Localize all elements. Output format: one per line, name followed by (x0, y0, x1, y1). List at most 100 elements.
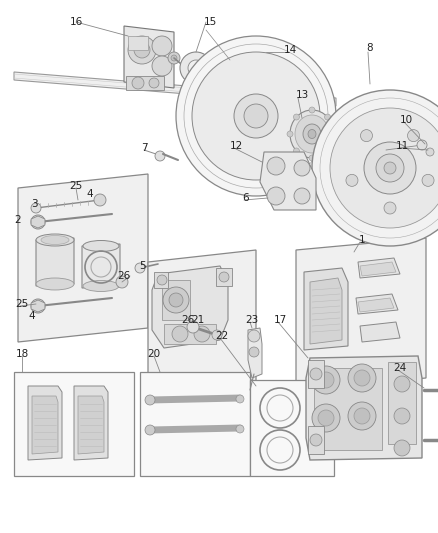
Text: 26: 26 (117, 271, 131, 281)
Circle shape (354, 408, 370, 424)
Circle shape (330, 108, 438, 228)
Circle shape (267, 157, 285, 175)
Circle shape (331, 131, 337, 137)
Bar (14, 372, 134, 476)
Circle shape (325, 148, 331, 154)
Text: 5: 5 (139, 261, 145, 271)
Circle shape (364, 142, 416, 194)
Bar (154, 272, 168, 288)
Bar (162, 280, 190, 320)
Circle shape (394, 376, 410, 392)
Text: 24: 24 (393, 363, 406, 373)
Text: 13: 13 (295, 90, 309, 100)
Circle shape (312, 90, 438, 246)
Circle shape (348, 364, 376, 392)
Text: 7: 7 (141, 143, 147, 153)
Text: 17: 17 (273, 315, 286, 325)
Bar (388, 362, 416, 444)
Circle shape (384, 162, 396, 174)
Circle shape (149, 78, 159, 88)
Polygon shape (74, 386, 108, 460)
Circle shape (236, 395, 244, 403)
Circle shape (346, 174, 358, 187)
Circle shape (312, 404, 340, 432)
Text: 14: 14 (283, 45, 297, 55)
Polygon shape (360, 322, 400, 342)
Circle shape (312, 366, 340, 394)
Circle shape (94, 194, 106, 206)
Circle shape (152, 36, 172, 56)
Polygon shape (296, 238, 426, 390)
Circle shape (294, 188, 310, 204)
Circle shape (188, 60, 204, 76)
Polygon shape (304, 268, 348, 350)
Polygon shape (248, 328, 262, 378)
Circle shape (168, 52, 180, 64)
Ellipse shape (308, 130, 316, 139)
Polygon shape (360, 262, 396, 276)
Ellipse shape (290, 110, 334, 158)
Polygon shape (32, 396, 58, 454)
Circle shape (318, 410, 334, 426)
Bar (128, 36, 148, 50)
Circle shape (187, 321, 199, 333)
Circle shape (354, 370, 370, 386)
Text: 10: 10 (399, 115, 413, 125)
Circle shape (376, 154, 404, 182)
Circle shape (128, 36, 156, 64)
Circle shape (180, 52, 212, 84)
Circle shape (135, 263, 145, 273)
Circle shape (155, 151, 165, 161)
Polygon shape (28, 386, 62, 460)
Circle shape (348, 402, 376, 430)
Text: 3: 3 (31, 199, 37, 209)
Polygon shape (358, 258, 400, 278)
Text: 25: 25 (69, 181, 83, 191)
Ellipse shape (36, 278, 74, 290)
Ellipse shape (295, 115, 329, 153)
Circle shape (171, 55, 177, 61)
Circle shape (249, 347, 259, 357)
Bar (314, 368, 382, 450)
Text: 22: 22 (215, 331, 229, 341)
Text: 4: 4 (28, 311, 35, 321)
Circle shape (163, 287, 189, 313)
Text: 20: 20 (148, 349, 161, 359)
Circle shape (310, 434, 322, 446)
Circle shape (248, 330, 260, 342)
Circle shape (145, 395, 155, 405)
Circle shape (194, 326, 210, 342)
Circle shape (157, 275, 167, 285)
Circle shape (169, 293, 183, 307)
Text: 1: 1 (359, 235, 365, 245)
Polygon shape (148, 250, 256, 400)
Polygon shape (31, 300, 45, 312)
Circle shape (192, 52, 320, 180)
Bar (308, 360, 324, 388)
Polygon shape (152, 266, 228, 348)
Bar (250, 380, 334, 476)
Ellipse shape (36, 234, 74, 246)
Ellipse shape (303, 124, 321, 144)
Polygon shape (310, 278, 342, 344)
Polygon shape (18, 174, 148, 342)
Text: 11: 11 (396, 141, 409, 151)
Text: 12: 12 (230, 141, 243, 151)
Circle shape (145, 425, 155, 435)
Text: 26: 26 (181, 315, 194, 325)
Text: 15: 15 (203, 17, 217, 27)
Bar (308, 426, 324, 454)
Circle shape (267, 187, 285, 205)
Circle shape (287, 131, 293, 137)
Circle shape (31, 299, 45, 313)
Circle shape (132, 77, 144, 89)
Circle shape (234, 94, 278, 138)
Circle shape (426, 148, 434, 156)
Circle shape (407, 130, 420, 142)
Circle shape (294, 160, 310, 176)
Circle shape (417, 140, 427, 150)
Circle shape (394, 408, 410, 424)
Circle shape (318, 372, 334, 388)
Polygon shape (14, 72, 336, 106)
Polygon shape (356, 294, 398, 314)
